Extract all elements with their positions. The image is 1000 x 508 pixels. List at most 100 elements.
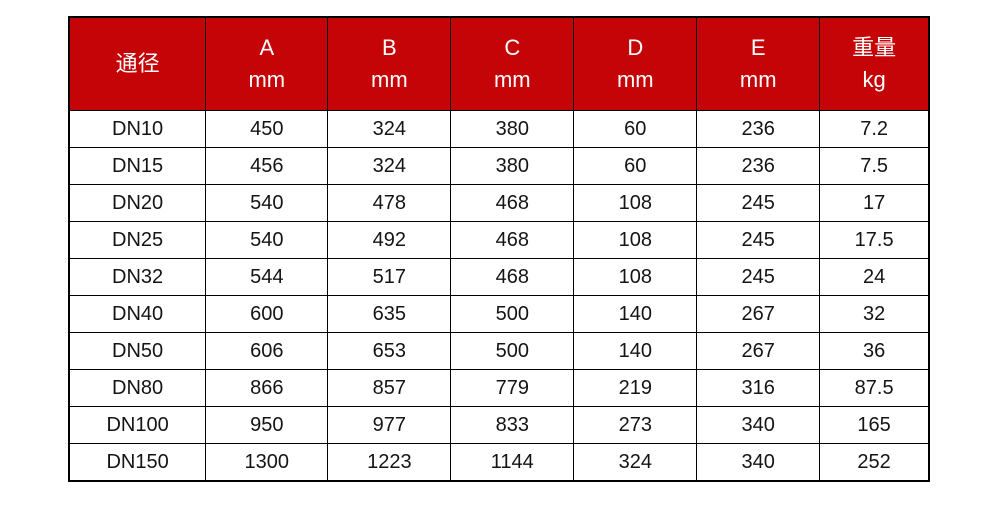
value-cell: 108 [573, 221, 698, 259]
row-label-cell: DN40 [68, 295, 207, 333]
value-cell: 324 [573, 443, 698, 482]
header-label: E [750, 35, 766, 61]
table-row-DN50: DN50 606 653 500 140 267 36 [68, 332, 930, 370]
header-unit: mm [371, 67, 408, 92]
value-cell: 273 [573, 406, 698, 444]
value-cell: 140 [573, 332, 698, 370]
value-cell: 380 [450, 147, 575, 185]
table-row-DN15: DN15 456 324 380 60 236 7.5 [68, 147, 930, 185]
value-cell: 606 [205, 332, 329, 370]
row-label-cell: DN20 [68, 184, 207, 222]
table-row-DN10: DN10 450 324 380 60 236 7.2 [68, 110, 930, 148]
value-cell: 1300 [205, 443, 329, 482]
table-row-DN100: DN100 950 977 833 273 340 165 [68, 406, 930, 444]
table-row-DN20: DN20 540 478 468 108 245 17 [68, 184, 930, 222]
value-cell: 267 [696, 295, 821, 333]
value-cell: 857 [327, 369, 452, 407]
value-cell: 17.5 [819, 221, 930, 259]
row-label-cell: DN25 [68, 221, 207, 259]
header-label: B [381, 35, 397, 61]
table-row-DN32: DN32 544 517 468 108 245 24 [68, 258, 930, 296]
row-label-cell: DN10 [68, 110, 207, 148]
table-row-DN25: DN25 540 492 468 108 245 17.5 [68, 221, 930, 259]
value-cell: 380 [450, 110, 575, 148]
value-cell: 833 [450, 406, 575, 444]
value-cell: 468 [450, 184, 575, 222]
value-cell: 17 [819, 184, 930, 222]
value-cell: 1144 [450, 443, 575, 482]
row-label-cell: DN50 [68, 332, 207, 370]
value-cell: 245 [696, 258, 821, 296]
value-cell: 108 [573, 258, 698, 296]
header-label: 重量 [852, 35, 897, 61]
value-cell: 456 [205, 147, 329, 185]
value-cell: 653 [327, 332, 452, 370]
value-cell: 450 [205, 110, 329, 148]
header-label: C [504, 35, 521, 61]
value-cell: 500 [450, 295, 575, 333]
value-cell: 540 [205, 221, 329, 259]
value-cell: 7.5 [819, 147, 930, 185]
value-cell: 245 [696, 184, 821, 222]
value-cell: 950 [205, 406, 329, 444]
header-label: A [259, 35, 275, 61]
value-cell: 252 [819, 443, 930, 482]
spec-table-body: DN10 450 324 380 60 236 7.2 DN15 456 324 380 60 236 7… [68, 110, 930, 482]
value-cell: 517 [327, 258, 452, 296]
value-cell: 866 [205, 369, 329, 407]
value-cell: 245 [696, 221, 821, 259]
value-cell: 478 [327, 184, 452, 222]
value-cell: 165 [819, 406, 930, 444]
value-cell: 324 [327, 147, 452, 185]
value-cell: 60 [573, 110, 698, 148]
table-row-DN80: DN80 866 857 779 219 316 87.5 [68, 369, 930, 407]
value-cell: 36 [819, 332, 930, 370]
value-cell: 316 [696, 369, 821, 407]
value-cell: 1223 [327, 443, 452, 482]
value-cell: 977 [327, 406, 452, 444]
value-cell: 544 [205, 258, 329, 296]
value-cell: 108 [573, 184, 698, 222]
header-unit: mm [248, 67, 286, 92]
value-cell: 340 [696, 406, 821, 444]
row-label-cell: DN100 [68, 406, 207, 444]
value-cell: 324 [327, 110, 452, 148]
value-cell: 236 [696, 147, 821, 185]
value-cell: 267 [696, 332, 821, 370]
header-cell-0: 通径 [68, 16, 207, 111]
table-row-DN150: DN150 1300 1223 1144 324 340 252 [68, 443, 930, 482]
value-cell: 140 [573, 295, 698, 333]
header-cell-6: 重量 kg [819, 16, 930, 111]
row-label-cell: DN32 [68, 258, 207, 296]
value-cell: 87.5 [819, 369, 930, 407]
value-cell: 468 [450, 221, 575, 259]
value-cell: 600 [205, 295, 329, 333]
row-label-cell: DN80 [68, 369, 207, 407]
value-cell: 500 [450, 332, 575, 370]
value-cell: 32 [819, 295, 930, 333]
header-unit: mm [616, 67, 654, 92]
value-cell: 60 [573, 147, 698, 185]
value-cell: 540 [205, 184, 329, 222]
row-label-cell: DN150 [68, 443, 207, 482]
value-cell: 779 [450, 369, 575, 407]
header-label: 通径 [115, 51, 160, 77]
value-cell: 236 [696, 110, 821, 148]
value-cell: 468 [450, 258, 575, 296]
value-cell: 24 [819, 258, 930, 296]
header-unit: mm [739, 67, 777, 92]
value-cell: 219 [573, 369, 698, 407]
value-cell: 635 [327, 295, 452, 333]
value-cell: 7.2 [819, 110, 930, 148]
row-label-cell: DN15 [68, 147, 207, 185]
header-unit: kg [862, 67, 886, 92]
